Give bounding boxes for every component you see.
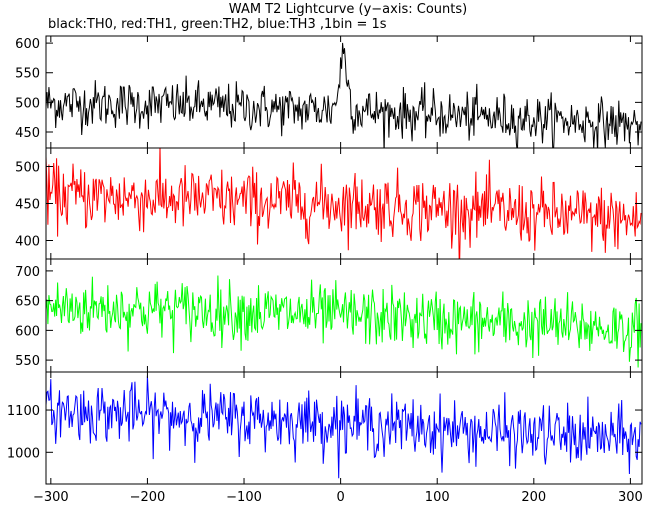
x-tick-label: 100 — [425, 490, 450, 505]
x-tick-label: 200 — [521, 490, 546, 505]
series-line-th3 — [46, 375, 642, 479]
series-line-th2 — [46, 275, 642, 368]
y-tick-label: 450 — [15, 198, 40, 213]
chart-subtitle: black:TH0, red:TH1, green:TH2, blue:TH3 … — [48, 17, 387, 32]
series-line-th1 — [46, 148, 642, 259]
panel-th1: 400 450 500 — [15, 147, 643, 260]
panel-th0: 450 500 550 600 — [15, 35, 643, 149]
panel-th2: 550 600 650 700 — [15, 258, 643, 373]
x-tick-label: −200 — [130, 490, 166, 505]
y-tick-label: 450 — [15, 126, 40, 141]
panel-frame — [45, 371, 643, 485]
y-tick-label: 500 — [15, 161, 40, 176]
x-tick-label: −100 — [226, 490, 262, 505]
y-tick-label: 400 — [15, 235, 40, 250]
panels-group: 450 500 550 600 400 450 500 550 600 650 700 1000 110… — [7, 35, 643, 485]
x-axis: −300 −200 −100 0 100 200 300 — [33, 490, 643, 505]
panel-th3: 1000 1100 — [7, 371, 643, 485]
x-tick-label: −300 — [33, 490, 69, 505]
series-line-th0 — [46, 42, 642, 148]
y-tick-label: 650 — [15, 295, 40, 310]
y-tick-label: 550 — [15, 354, 40, 369]
y-tick-label: 1000 — [7, 446, 40, 461]
y-tick-label: 500 — [15, 96, 40, 111]
y-tick-label: 600 — [15, 37, 40, 52]
y-tick-label: 600 — [15, 324, 40, 339]
chart-title: WAM T2 Lightcurve (y−axis: Counts) — [229, 2, 467, 17]
y-tick-label: 700 — [15, 265, 40, 280]
x-tick-label: 0 — [336, 490, 344, 505]
y-tick-label: 1100 — [7, 404, 40, 419]
x-tick-label: 300 — [618, 490, 643, 505]
y-tick-label: 550 — [15, 67, 40, 82]
